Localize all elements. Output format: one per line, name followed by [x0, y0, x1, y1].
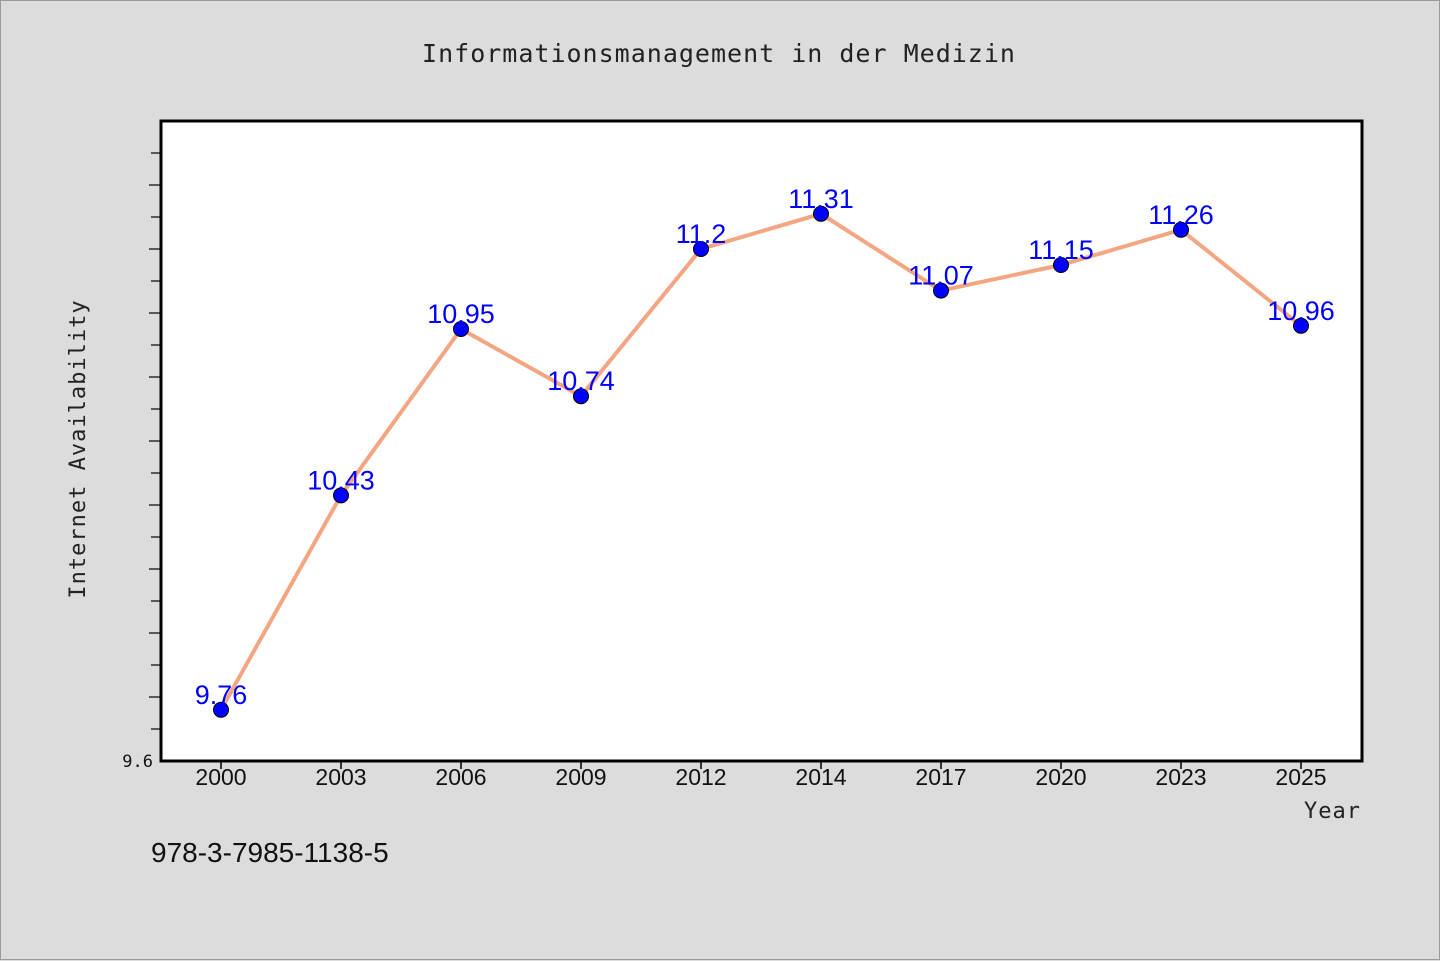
data-point [213, 701, 229, 718]
x-tick-label: 2020 [1035, 764, 1086, 790]
data-point [333, 487, 349, 504]
x-tick-label: 2023 [1155, 764, 1206, 790]
data-label: 11.2 [676, 219, 727, 249]
x-tick-label: 2014 [795, 764, 846, 790]
y-tick-label: 9.6 [122, 752, 153, 772]
chart-title: Informationsmanagement in der Medizin [422, 39, 1016, 68]
plot-area [159, 119, 1364, 763]
data-label: 10.96 [1267, 296, 1335, 326]
data-point [1053, 257, 1069, 273]
x-tick-label: 2012 [675, 764, 726, 790]
data-point [813, 205, 829, 222]
data-label: 10.95 [427, 299, 495, 329]
series-line [219, 211, 1303, 711]
data-point [453, 321, 469, 337]
isbn-text: 978-3-7985-1138-5 [151, 837, 389, 868]
data-label: 10.43 [307, 465, 375, 495]
data-point [933, 282, 949, 299]
data-label: 11.26 [1148, 200, 1214, 230]
data-point [1173, 221, 1189, 238]
data-point [693, 241, 709, 257]
data-label: 10.74 [547, 366, 615, 396]
data-label: 11.15 [1028, 235, 1094, 265]
data-label: 11.07 [908, 261, 974, 291]
data-label: 9.76 [195, 680, 248, 710]
y-axis-ticks: 9.6 [122, 152, 161, 772]
data-labels: 9.76 10.43 10.95 10.74 11.2 11.31 11.07 11.15 11… [195, 184, 1335, 710]
y-axis-label: Internet Availability [66, 299, 91, 598]
data-point [1293, 317, 1309, 334]
x-tick-label: 2006 [435, 764, 486, 790]
x-axis-ticks: 2000 2003 2006 2009 2012 2014 2017 2020 2023 2025 [195, 761, 1327, 790]
x-tick-label: 2009 [555, 764, 606, 790]
x-tick-label: 2025 [1275, 764, 1326, 790]
data-markers [213, 205, 1309, 718]
x-tick-label: 2003 [315, 764, 366, 790]
x-tick-label: 2017 [915, 764, 966, 790]
data-label: 11.31 [788, 184, 854, 214]
x-axis-label: Year [1304, 799, 1361, 824]
data-point [573, 388, 589, 405]
x-tick-label: 2000 [195, 764, 246, 790]
